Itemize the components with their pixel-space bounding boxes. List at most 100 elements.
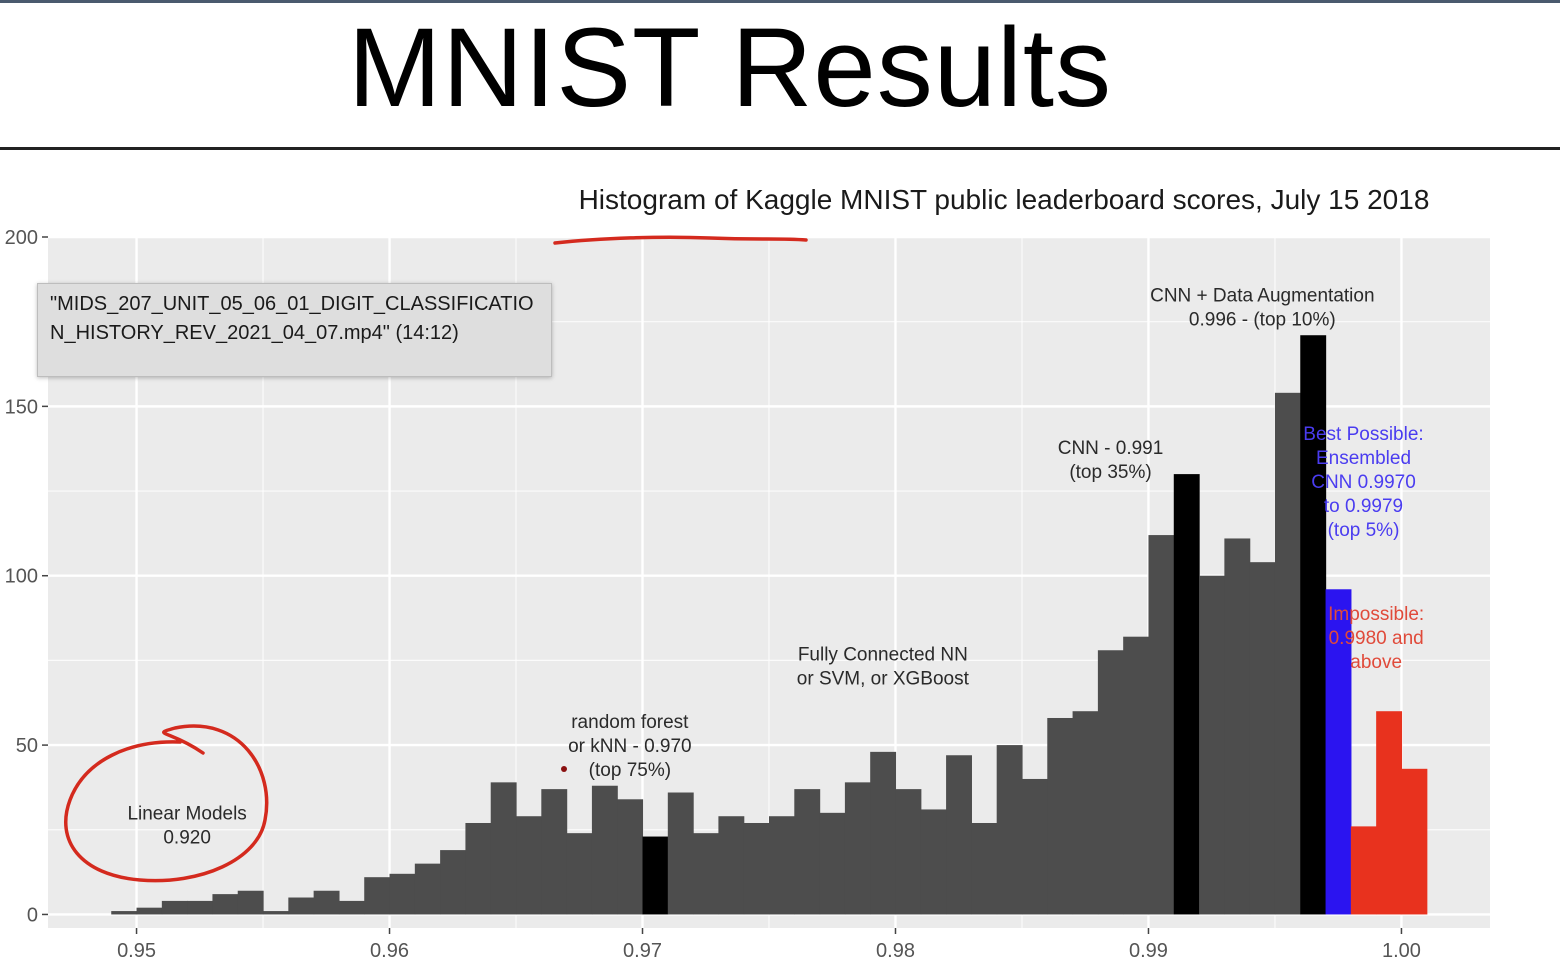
histogram-bar-highlight xyxy=(1173,474,1200,915)
annotation-line: Ensembled xyxy=(1316,448,1411,469)
annotation-line: 0.9980 and xyxy=(1329,628,1424,649)
histogram-bar-default xyxy=(440,850,467,915)
histogram-bar-default xyxy=(338,900,365,915)
video-filename-tooltip: "MIDS_207_UNIT_05_06_01_DIGIT_CLASSIFICA… xyxy=(37,283,552,377)
annotation-line: Fully Connected NN xyxy=(798,644,968,665)
histogram-bars xyxy=(111,335,1428,915)
histogram-bar-default xyxy=(161,900,188,915)
annotation-line: or SVM, or XGBoost xyxy=(797,668,970,689)
annotation-line: CNN 0.9970 xyxy=(1311,472,1416,493)
histogram-bar-default xyxy=(566,833,593,915)
annotation-label: Linear Models 0.920 xyxy=(127,804,246,849)
ink-dot xyxy=(561,766,567,772)
histogram-bar-default xyxy=(920,809,947,915)
chart-annotations: Linear Models 0.920 random forest or kNN - … xyxy=(127,285,1424,848)
histogram-bar-impossible xyxy=(1350,826,1377,915)
histogram-bar-default xyxy=(591,785,618,915)
histogram-bar-default xyxy=(237,890,264,915)
y-tick-label: 100 xyxy=(5,566,38,588)
slide-title: MNIST Results xyxy=(348,5,1112,130)
annotation-line: Linear Models xyxy=(127,804,246,825)
histogram-bar-highlight xyxy=(1300,335,1327,915)
histogram-bar-default xyxy=(667,792,694,915)
top-border xyxy=(0,0,1560,3)
y-tick-label: 200 xyxy=(5,227,38,249)
histogram-bar-default xyxy=(136,907,163,915)
histogram-bar-default xyxy=(1199,575,1225,915)
y-tick-label: 150 xyxy=(5,396,38,418)
annotation-label: CNN - 0.991 (top 35%) xyxy=(1058,438,1164,483)
x-tick-label: 0.95 xyxy=(117,940,156,962)
x-tick-label: 1.00 xyxy=(1382,940,1421,962)
annotation-label: Best Possible: Ensembled CNN 0.9970 to 0.99… xyxy=(1303,424,1423,541)
x-tick-label: 0.96 xyxy=(370,940,409,962)
histogram-bar-default xyxy=(389,873,416,915)
annotation-line: Impossible: xyxy=(1328,604,1424,625)
histogram-bar-default xyxy=(794,789,821,915)
y-tick-label: 0 xyxy=(27,904,38,926)
histogram-bar-default xyxy=(1072,711,1099,915)
histogram-bar-default xyxy=(1148,535,1175,915)
histogram-bar-default xyxy=(1123,636,1150,915)
histogram-bar-default xyxy=(1047,717,1074,915)
histogram-bar-default xyxy=(212,894,239,915)
histogram-bar-default xyxy=(541,789,568,915)
histogram-bar-default xyxy=(743,822,770,915)
annotation-line: (top 35%) xyxy=(1069,462,1151,483)
histogram-bar-default xyxy=(996,745,1023,915)
histogram-bar-default xyxy=(844,782,871,915)
histogram-bar-default xyxy=(870,751,897,915)
histogram-bar-default xyxy=(1021,778,1048,915)
histogram-bar-default xyxy=(971,822,998,915)
annotation-line: above xyxy=(1350,652,1402,673)
annotation-line: Best Possible: xyxy=(1303,424,1423,445)
histogram-bar-default xyxy=(819,812,846,915)
y-tick-label: 50 xyxy=(16,735,38,757)
histogram-bar-default xyxy=(718,816,745,915)
x-tick-label: 0.98 xyxy=(876,940,915,962)
annotation-label: Impossible: 0.9980 and above xyxy=(1328,604,1424,673)
title-divider xyxy=(0,147,1560,150)
annotation-line: (top 75%) xyxy=(589,760,671,781)
annotation-line: 0.920 xyxy=(163,828,211,849)
chart-title: Histogram of Kaggle MNIST public leaderb… xyxy=(579,184,1430,215)
histogram-bar-default xyxy=(946,755,972,915)
annotation-label: CNN + Data Augmentation 0.996 - (top 10%) xyxy=(1150,285,1374,330)
x-tick-label: 0.99 xyxy=(1129,940,1168,962)
histogram-bar-default xyxy=(465,822,492,915)
histogram-bar-default xyxy=(693,833,720,915)
histogram-bar-default xyxy=(263,911,289,915)
histogram-bar-impossible xyxy=(1401,768,1428,915)
ink-circle xyxy=(64,724,269,883)
histogram-bar-default xyxy=(1224,538,1251,915)
histogram-bar-default xyxy=(490,782,517,915)
annotation-label: random forest or kNN - 0.970 (top 75%) xyxy=(568,712,692,781)
histogram-bar-default xyxy=(364,877,391,915)
annotation-line: CNN + Data Augmentation xyxy=(1150,285,1374,306)
histogram-bar-highlight xyxy=(642,836,669,915)
axes: 0.95 0.96 0.97 0.98 0.99 1.00 0 50 100 150 200 xyxy=(5,227,1421,962)
histogram-bar-default xyxy=(1249,562,1276,915)
annotation-line: (top 5%) xyxy=(1328,520,1400,541)
histogram-bar-default xyxy=(111,911,138,915)
x-tick-label: 0.97 xyxy=(623,940,662,962)
histogram-bar-impossible xyxy=(1376,711,1403,915)
histogram-bar-default xyxy=(1097,650,1124,915)
histogram-bar-default xyxy=(516,816,542,915)
annotation-label: Fully Connected NN or SVM, or XGBoost xyxy=(797,644,970,689)
ink-underline xyxy=(553,235,808,245)
handwritten-ink xyxy=(64,235,808,883)
histogram-bar-default xyxy=(617,799,644,915)
histogram-bar-default xyxy=(1274,392,1301,915)
histogram-bar-default xyxy=(895,789,922,915)
histogram-bar-default xyxy=(414,863,441,915)
histogram-bar-default xyxy=(769,816,795,915)
histogram-bar-default xyxy=(313,890,340,915)
annotation-line: to 0.9979 xyxy=(1324,496,1403,517)
histogram-bar-best xyxy=(1325,589,1352,915)
histogram-bar-default xyxy=(187,900,214,915)
annotation-line: CNN - 0.991 xyxy=(1058,438,1164,459)
annotation-line: 0.996 - (top 10%) xyxy=(1189,309,1336,330)
annotation-line: or kNN - 0.970 xyxy=(568,736,692,757)
